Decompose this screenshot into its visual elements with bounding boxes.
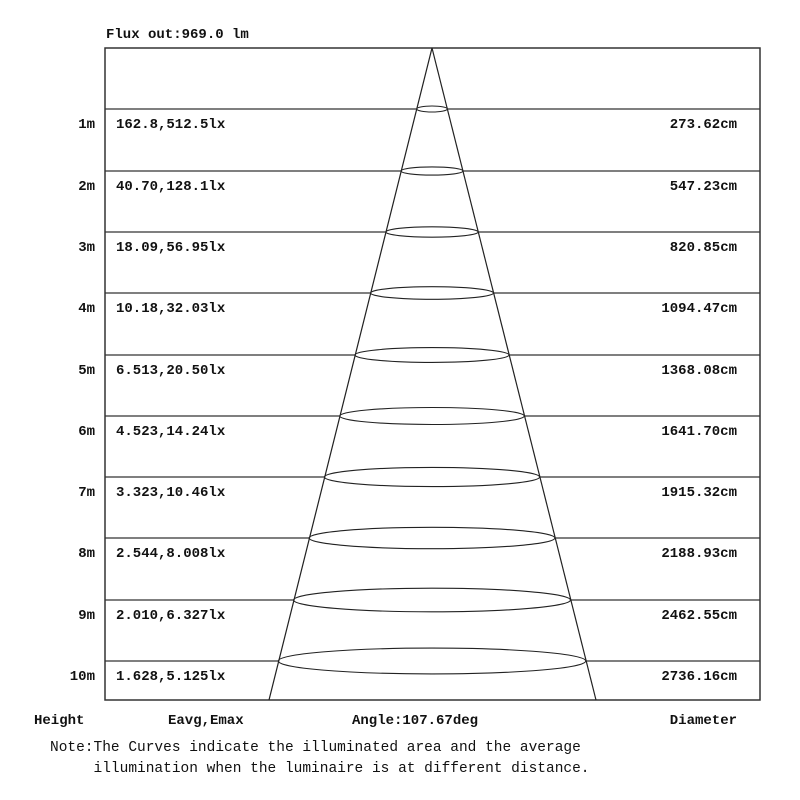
row-height: 6m: [78, 424, 95, 440]
row-illuminance: 2.010,6.327lx: [116, 608, 226, 624]
row-height: 10m: [70, 669, 95, 685]
row-diameter: 1915.32cm: [661, 485, 737, 501]
row-illuminance: 162.8,512.5lx: [116, 117, 226, 133]
illuminated-area-ellipse: [293, 587, 571, 613]
illuminated-area-ellipse: [370, 286, 494, 300]
row-height: 5m: [78, 363, 95, 379]
illuminated-area-ellipse: [416, 105, 448, 113]
illuminated-area-ellipse: [385, 226, 479, 238]
row-diameter: 2462.55cm: [661, 608, 737, 624]
note: Note:The Curves indicate the illuminated…: [50, 738, 590, 780]
row-illuminance: 4.523,14.24lx: [116, 424, 226, 440]
row-diameter: 2736.16cm: [661, 669, 737, 685]
row-diameter: 273.62cm: [670, 117, 737, 133]
row-illuminance: 3.323,10.46lx: [116, 485, 226, 501]
beam-left-edge: [268, 47, 433, 701]
illuminated-area-ellipse: [339, 406, 525, 426]
row-height: 9m: [78, 608, 95, 624]
row-illuminance: 1.628,5.125lx: [116, 669, 226, 685]
beam-right-edge: [431, 47, 597, 701]
row-illuminance: 2.544,8.008lx: [116, 546, 226, 562]
illuminated-area-ellipse: [277, 647, 587, 675]
flux-label: Flux out:969.0 lm: [106, 27, 249, 43]
row-diameter: 2188.93cm: [661, 546, 737, 562]
row-height: 3m: [78, 240, 95, 256]
row-illuminance: 6.513,20.50lx: [116, 363, 226, 379]
row-height: 2m: [78, 179, 95, 195]
row-illuminance: 18.09,56.95lx: [116, 240, 226, 256]
illuminated-area-ellipse: [400, 166, 464, 176]
row-diameter: 547.23cm: [670, 179, 737, 195]
eavg-column-label: Eavg,Emax: [168, 713, 244, 729]
illuminated-area-ellipse: [323, 466, 541, 488]
illuminated-area-ellipse: [308, 526, 556, 550]
row-diameter: 1368.08cm: [661, 363, 737, 379]
row-height: 1m: [78, 117, 95, 133]
row-diameter: 1094.47cm: [661, 301, 737, 317]
note-line-2: illumination when the luminaire is at di…: [93, 761, 590, 777]
row-illuminance: 40.70,128.1lx: [116, 179, 226, 195]
row-diameter: 1641.70cm: [661, 424, 737, 440]
illuminated-area-ellipse: [354, 347, 510, 363]
angle-label: Angle:107.67deg: [352, 713, 478, 729]
row-illuminance: 10.18,32.03lx: [116, 301, 226, 317]
row-height: 7m: [78, 485, 95, 501]
row-diameter: 820.85cm: [670, 240, 737, 256]
note-prefix: Note:: [50, 740, 94, 756]
note-line-1: The Curves indicate the illuminated area…: [93, 740, 581, 756]
row-height: 4m: [78, 301, 95, 317]
height-column-label: Height: [34, 713, 84, 729]
diameter-column-label: Diameter: [670, 713, 737, 729]
row-height: 8m: [78, 546, 95, 562]
